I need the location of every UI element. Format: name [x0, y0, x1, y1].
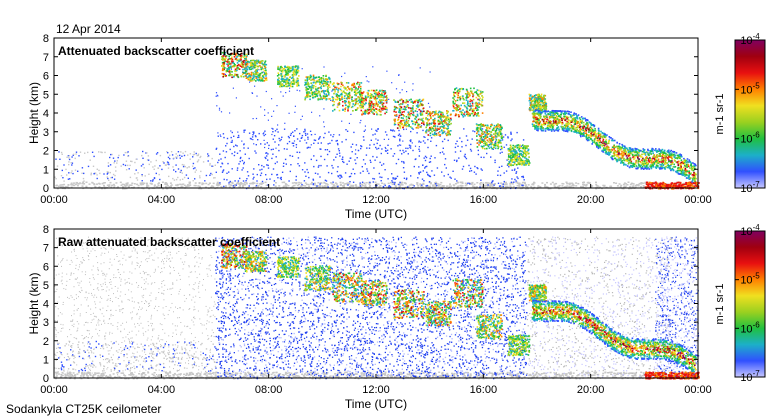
y-tick-label: 0: [43, 183, 49, 195]
x-tick-label: 00:00: [40, 384, 68, 396]
colorbar-tick-label: 10-7: [740, 369, 760, 384]
date-label: 12 Apr 2014: [56, 22, 121, 36]
y-tick-label: 2: [43, 146, 49, 158]
x-tick-label: 16:00: [470, 384, 498, 396]
colorbar-tick-label: 10-7: [740, 180, 760, 195]
x-tick-label: 12:00: [362, 384, 390, 396]
y-tick-label: 7: [43, 52, 49, 64]
backscatter-field: [54, 236, 700, 380]
x-tick-label: 00:00: [684, 194, 712, 206]
y-tick-label: 4: [43, 108, 49, 120]
y-axis-label: Height (km): [27, 272, 41, 334]
plot-frame: [53, 37, 699, 189]
panel-title: Raw attenuated backscatter coefficient: [58, 235, 280, 249]
panel-1: Attenuated backscatter coefficient 0 1 2 3 4 5…: [27, 32, 766, 221]
x-tick-label: 00:00: [40, 194, 68, 206]
colorbar-unit-label: m-1 sr-1: [714, 94, 726, 135]
x-tick-label: 20:00: [577, 384, 605, 396]
x-axis-label: Time (UTC): [345, 397, 407, 411]
y-tick-label: 7: [43, 243, 49, 255]
colorbar-unit-label: m-1 sr-1: [714, 284, 726, 325]
y-tick-label: 6: [43, 71, 49, 83]
y-tick-label: 3: [43, 317, 49, 329]
x-axis-label: Time (UTC): [345, 207, 407, 221]
x-tick-label: 08:00: [255, 384, 283, 396]
y-tick-label: 1: [43, 354, 49, 366]
x-tick-label: 00:00: [684, 384, 712, 396]
y-tick-label: 5: [43, 89, 49, 101]
y-tick-label: 0: [43, 373, 49, 385]
y-tick-label: 3: [43, 127, 49, 139]
y-axis-label: Height (km): [27, 82, 41, 144]
x-tick-label: 04:00: [148, 384, 176, 396]
y-tick-label: 6: [43, 261, 49, 273]
x-tick-label: 08:00: [255, 194, 283, 206]
footer-label: Sodankyla CT25K ceilometer: [6, 402, 162, 416]
y-tick-label: 2: [43, 336, 49, 348]
y-tick-label: 8: [43, 33, 49, 45]
colorbar: [734, 230, 766, 378]
y-tick-label: 5: [43, 280, 49, 292]
x-tick-label: 04:00: [148, 194, 176, 206]
x-tick-label: 12:00: [362, 194, 390, 206]
backscatter-field: [54, 51, 700, 190]
y-tick-label: 8: [43, 224, 49, 236]
x-tick-label: 20:00: [577, 194, 605, 206]
y-tick-label: 4: [43, 299, 49, 311]
panel-2: Raw attenuated backscatter coefficient 0 1…: [27, 223, 766, 411]
y-tick-label: 1: [43, 164, 49, 176]
x-tick-label: 16:00: [470, 194, 498, 206]
colorbar: [734, 39, 766, 189]
panel-title: Attenuated backscatter coefficient: [58, 44, 254, 58]
